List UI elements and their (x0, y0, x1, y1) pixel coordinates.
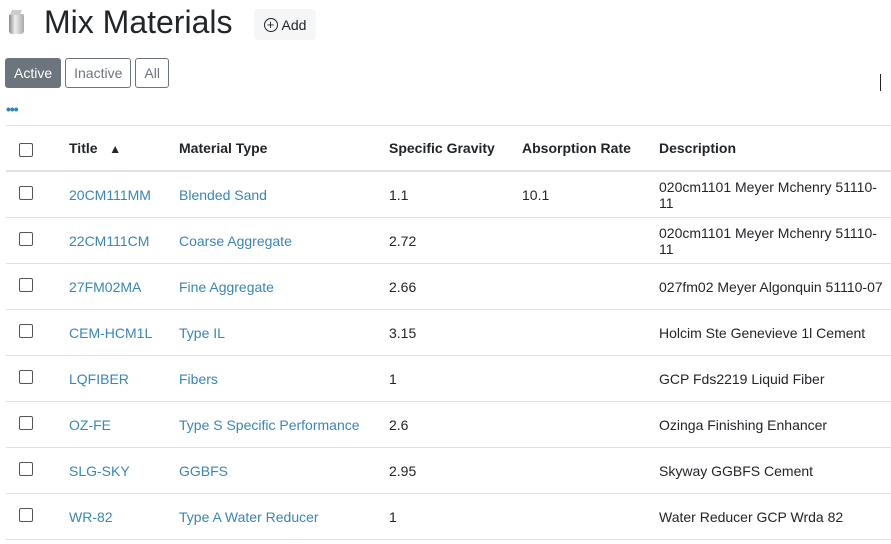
material-type-link[interactable]: Blended Sand (179, 186, 267, 203)
row-checkbox[interactable] (19, 231, 33, 246)
material-type-link[interactable]: Coarse Aggregate (179, 232, 292, 249)
description: GCP Fds2219 Liquid Fiber (659, 355, 891, 402)
description: Water Reducer GCP Wrda 82 (659, 493, 891, 540)
material-title-link[interactable]: CEM-HCM1L (69, 324, 153, 341)
material-type-link[interactable]: GGBFS (179, 462, 229, 479)
filter-all-button[interactable]: All (135, 58, 169, 88)
column-description[interactable]: Description (659, 125, 891, 172)
material-title-link[interactable]: 27FM02MA (69, 278, 142, 295)
filter-active-button[interactable]: Active (5, 58, 62, 88)
absorption-rate: 10.1 (522, 171, 659, 218)
material-title-link[interactable]: SLG-SKY (69, 462, 130, 479)
material-title-link[interactable]: LQFIBER (69, 370, 129, 387)
description: Ozinga Finishing Enhancer (659, 401, 891, 448)
description: Holcim Ste Genevieve 1l Cement (659, 309, 891, 356)
absorption-rate (522, 309, 659, 356)
absorption-rate (522, 493, 659, 540)
column-absorption-rate[interactable]: Absorption Rate (522, 125, 659, 172)
table-row: OZ-FE Type S Specific Performance 2.6 Oz… (6, 401, 891, 448)
description: 027fm02 Meyer Algonquin 51110-07 (659, 263, 891, 310)
material-bag-icon (9, 14, 24, 34)
specific-gravity: 1.1 (389, 171, 522, 218)
material-title-link[interactable]: 22CM111CM (69, 232, 150, 249)
filter-inactive-button[interactable]: Inactive (65, 58, 132, 88)
materials-table: Title ▲ Material Type Specific Gravity A… (6, 125, 891, 540)
add-label: Add (281, 16, 307, 33)
material-type-link[interactable]: Type S Specific Performance (179, 416, 360, 433)
table-row: LQFIBER Fibers 1 GCP Fds2219 Liquid Fibe… (6, 355, 891, 402)
add-button[interactable]: + Add (254, 9, 316, 40)
specific-gravity: 3.15 (389, 309, 522, 356)
text-cursor (880, 74, 881, 91)
plus-circle-icon: + (263, 17, 278, 32)
material-title-link[interactable]: WR-82 (69, 508, 113, 525)
row-checkbox[interactable] (19, 277, 33, 292)
row-checkbox[interactable] (19, 415, 33, 430)
table-row: WR-82 Type A Water Reducer 1 Water Reduc… (6, 493, 891, 540)
column-title[interactable]: Title ▲ (69, 125, 179, 172)
description: Skyway GGBFS Cement (659, 447, 891, 494)
material-type-link[interactable]: Fibers (179, 370, 218, 387)
sort-asc-icon: ▲ (109, 142, 122, 156)
material-type-link[interactable]: Fine Aggregate (179, 278, 274, 295)
page-title: Mix Materials (44, 4, 233, 40)
specific-gravity: 1 (389, 493, 522, 540)
more-options-icon[interactable]: ••• (6, 101, 19, 117)
absorption-rate (522, 263, 659, 310)
material-type-link[interactable]: Type IL (179, 324, 225, 341)
specific-gravity: 2.95 (389, 447, 522, 494)
specific-gravity: 2.72 (389, 217, 522, 264)
specific-gravity: 1 (389, 355, 522, 402)
absorption-rate (522, 401, 659, 448)
absorption-rate (522, 355, 659, 402)
description: 020cm1101 Meyer Mchenry 51110-11 (659, 171, 891, 218)
table-row: 20CM111MM Blended Sand 1.1 10.1 020cm110… (6, 171, 891, 218)
material-title-link[interactable]: 20CM111MM (69, 186, 151, 203)
specific-gravity: 2.66 (389, 263, 522, 310)
row-checkbox[interactable] (19, 507, 33, 522)
table-row: 27FM02MA Fine Aggregate 2.66 027fm02 Mey… (6, 263, 891, 310)
absorption-rate (522, 217, 659, 264)
material-title-link[interactable]: OZ-FE (69, 416, 111, 433)
row-checkbox[interactable] (19, 369, 33, 384)
table-row: SLG-SKY GGBFS 2.95 Skyway GGBFS Cement (6, 447, 891, 494)
row-checkbox[interactable] (19, 461, 33, 476)
status-filter: Active Inactive All (5, 58, 169, 88)
description: 020cm1101 Meyer Mchenry 51110-11 (659, 217, 891, 264)
row-checkbox[interactable] (19, 323, 33, 338)
absorption-rate (522, 447, 659, 494)
table-header-row: Title ▲ Material Type Specific Gravity A… (6, 125, 891, 172)
select-all-checkbox[interactable] (19, 143, 33, 158)
specific-gravity: 2.6 (389, 401, 522, 448)
row-checkbox[interactable] (19, 185, 33, 200)
table-row: CEM-HCM1L Type IL 3.15 Holcim Ste Genevi… (6, 309, 891, 356)
material-type-link[interactable]: Type A Water Reducer (179, 508, 319, 525)
table-row: 22CM111CM Coarse Aggregate 2.72 020cm110… (6, 217, 891, 264)
column-specific-gravity[interactable]: Specific Gravity (389, 125, 522, 172)
column-material-type[interactable]: Material Type (179, 125, 389, 172)
